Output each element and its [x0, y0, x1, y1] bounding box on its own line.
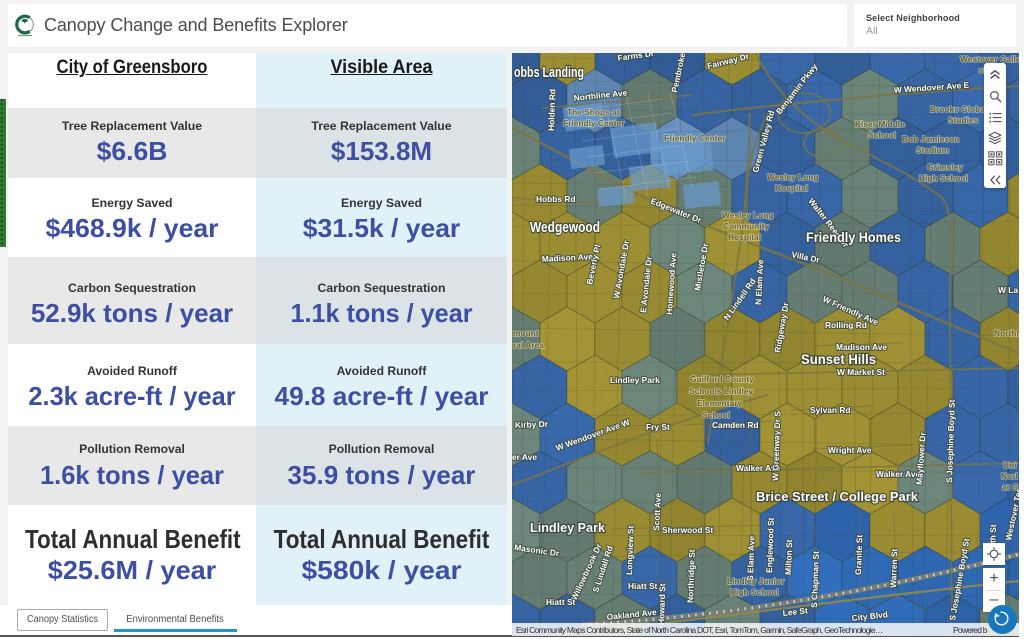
svg-text:Scott Ave: Scott Ave [651, 492, 663, 531]
svg-text:Rolling Rd: Rolling Rd [825, 320, 867, 330]
svg-text:Wedgewood: Wedgewood [530, 219, 600, 236]
svg-text:Schools Lindley: Schools Lindley [689, 386, 754, 396]
svg-text:at G: at G [1002, 482, 1018, 492]
svg-text:Lindley Park: Lindley Park [530, 520, 606, 535]
svg-text:Hiatt St: Hiatt St [628, 581, 658, 591]
svg-text:W Market St: W Market St [837, 367, 885, 377]
svg-text:Hiatt St: Hiatt St [546, 597, 576, 607]
svg-text:Grimsley: Grimsley [927, 162, 963, 172]
svg-text:Wesley Long: Wesley Long [722, 210, 774, 220]
svg-text:Camden Rd: Camden Rd [712, 420, 759, 430]
svg-text:Community: Community [723, 221, 769, 231]
svg-text:Uni: Uni [1003, 460, 1017, 470]
svg-text:Studies: Studies [948, 115, 979, 125]
svg-text:er Ave: er Ave [512, 452, 537, 462]
svg-text:Longview St: Longview St [624, 525, 636, 575]
svg-text:W La: W La [998, 285, 1018, 295]
svg-text:S Josephine Boyd St: S Josephine Boyd St [944, 399, 957, 483]
svg-text:Fry St: Fry St [646, 422, 670, 432]
svg-text:Northridge St: Northridge St [685, 549, 697, 603]
svg-text:Walker Ave: Walker Ave [876, 469, 921, 479]
svg-text:Friendly Homes: Friendly Homes [806, 230, 901, 245]
svg-text:Lindley Junior: Lindley Junior [727, 576, 785, 586]
svg-text:W Greenway Dr S: W Greenway Dr S [770, 411, 782, 482]
svg-text:Hospital: Hospital [775, 183, 808, 193]
svg-text:Hospital: Hospital [728, 232, 761, 242]
svg-text:Brooks Global: Brooks Global [930, 104, 987, 114]
svg-text:Madison Ave: Madison Ave [836, 342, 887, 352]
svg-text:Sherwood St: Sherwood St [662, 525, 713, 535]
svg-text:Warren St: Warren St [888, 548, 899, 588]
svg-text:Norl: Norl [1001, 471, 1018, 481]
svg-text:Northf: Northf [994, 328, 1019, 338]
svg-text:School: School [868, 130, 896, 140]
svg-text:Westover Gallery: Westover Gallery [960, 54, 1019, 64]
svg-text:Sunset Hills: Sunset Hills [801, 352, 876, 367]
svg-text:Bob Jamieson: Bob Jamieson [902, 134, 959, 144]
svg-text:Mayflower Dr: Mayflower Dr [914, 431, 928, 485]
svg-text:Madison Ave: Madison Ave [542, 251, 594, 264]
svg-text:Kirby Dr: Kirby Dr [515, 419, 549, 430]
svg-text:School: School [702, 410, 730, 420]
svg-text:Farms Dr: Farms Dr [617, 53, 656, 63]
svg-text:Wesley Long: Wesley Long [767, 172, 819, 182]
svg-text:mount: mount [513, 328, 539, 338]
svg-text:City Blvd: City Blvd [851, 609, 888, 623]
svg-text:Friendly Center: Friendly Center [664, 133, 726, 143]
svg-text:Walker Ave: Walker Ave [736, 463, 781, 473]
svg-text:Wright Ave: Wright Ave [828, 445, 872, 455]
svg-text:Stadium: Stadium [916, 145, 949, 155]
svg-text:Elementary: Elementary [697, 398, 742, 408]
svg-text:Hobbs Rd: Hobbs Rd [536, 194, 576, 204]
svg-text:S Chapman St: S Chapman St [809, 551, 821, 608]
svg-text:Lindley Park: Lindley Park [610, 375, 660, 385]
svg-text:Sylvan Rd: Sylvan Rd [810, 405, 851, 415]
svg-text:Granite St: Granite St [853, 535, 864, 576]
svg-text:Guilford County: Guilford County [690, 374, 754, 384]
svg-text:Englewood St: Englewood St [764, 517, 776, 573]
svg-text:Friendly Center: Friendly Center [563, 118, 625, 128]
svg-text:Howard St: Howard St [656, 583, 667, 625]
svg-text:S Elam Ave: S Elam Ave [745, 535, 757, 581]
svg-text:Holden Rd: Holden Rd [546, 89, 557, 131]
svg-text:Milton St: Milton St [783, 539, 794, 575]
svg-text:High School: High School [730, 587, 779, 597]
svg-text:High School: High School [919, 173, 968, 183]
svg-text:The Shops at: The Shops at [567, 107, 620, 117]
svg-text:N Elam Ave: N Elam Ave [753, 259, 765, 305]
svg-text:Lee St: Lee St [782, 605, 808, 618]
svg-text:Brice Street / College Park: Brice Street / College Park [756, 489, 919, 504]
svg-text:obbs Landing: obbs Landing [514, 65, 584, 81]
svg-text:Kiser Middle: Kiser Middle [855, 119, 905, 129]
svg-text:ral Area: ral Area [513, 340, 544, 350]
